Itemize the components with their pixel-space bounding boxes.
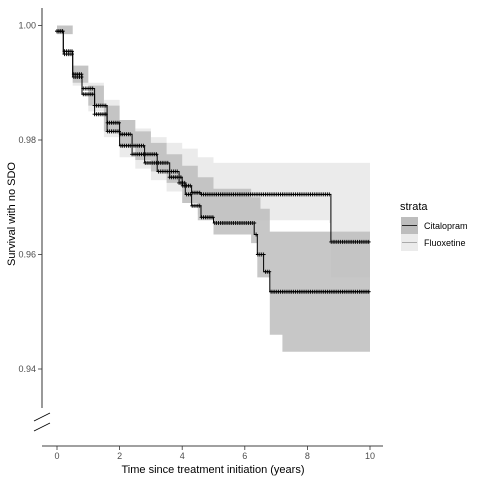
y-axis-title: Survival with no SDO <box>6 162 18 266</box>
censor-mark <box>128 132 133 137</box>
censor-mark <box>366 289 371 294</box>
censor-mark <box>197 203 202 208</box>
censor-mark <box>90 92 95 97</box>
censor-mark <box>252 221 257 225</box>
x-tick-label: 2 <box>117 451 122 461</box>
legend-item-fluoxetine: Fluoxetine <box>401 234 466 251</box>
censor-mark <box>261 252 266 257</box>
censor-mark <box>178 175 183 180</box>
legend-title: strata <box>400 201 428 213</box>
legend-label-citalopram: Citalopram <box>424 221 468 231</box>
censor-mark <box>141 152 146 157</box>
censor-mark <box>165 169 170 174</box>
censor-marks <box>55 29 371 294</box>
x-tick-label: 6 <box>242 451 247 461</box>
censor-mark <box>103 103 108 108</box>
x-axis-title: Time since treatment initiation (years) <box>122 464 305 476</box>
censor-mark <box>188 183 193 188</box>
censor-mark <box>141 143 146 148</box>
censor-mark <box>70 52 74 57</box>
censor-mark <box>175 169 180 174</box>
censor-mark <box>79 75 84 79</box>
legend: strata Citalopram Fluoxetine <box>400 201 468 251</box>
x-tick-label: 0 <box>54 451 59 461</box>
censor-mark <box>128 143 133 148</box>
ci-band-fluoxetine <box>57 25 370 278</box>
censor-mark <box>366 239 371 244</box>
y-tick-label: 1.00 <box>18 21 36 31</box>
x-ticks: 0 2 4 6 8 10 <box>54 446 375 461</box>
censor-mark <box>165 160 170 165</box>
censor-mark <box>90 86 95 91</box>
censor-mark <box>117 129 121 134</box>
censor-mark <box>154 160 159 165</box>
ci-band-citalopram <box>57 25 370 352</box>
censor-mark <box>327 192 332 197</box>
y-axis-break <box>33 412 51 432</box>
censor-marks-fluoxetine <box>55 29 371 244</box>
censor-mark <box>60 29 65 34</box>
censor-mark <box>117 120 121 125</box>
x-tick-label: 8 <box>305 451 310 461</box>
censor-mark <box>154 152 159 157</box>
censor-mark <box>210 215 215 220</box>
legend-label-fluoxetine: Fluoxetine <box>424 238 466 248</box>
y-ticks: 0.94 0.96 0.98 1.00 <box>18 21 42 374</box>
confidence-bands <box>57 25 370 352</box>
y-tick-label: 0.96 <box>18 250 36 260</box>
x-tick-label: 4 <box>180 451 185 461</box>
censor-mark <box>103 112 108 117</box>
censor-mark <box>267 269 272 274</box>
y-tick-label: 0.94 <box>18 364 36 374</box>
censor-mark <box>254 232 259 237</box>
x-tick-label: 10 <box>365 451 375 461</box>
legend-item-citalopram: Citalopram <box>401 217 468 234</box>
y-tick-label: 0.98 <box>18 135 36 145</box>
